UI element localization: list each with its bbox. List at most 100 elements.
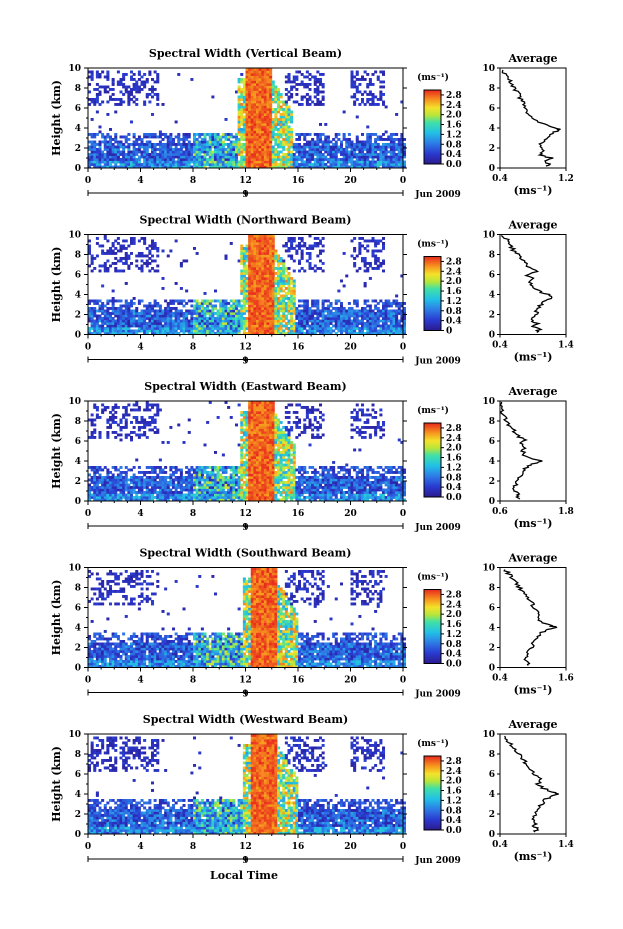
heatmap-cell [292, 329, 296, 333]
heatmap-cell [287, 135, 291, 139]
heatmap-cell [95, 110, 99, 114]
heatmap-cell [164, 155, 168, 159]
heatmap-cell [263, 80, 267, 84]
heatmap-cell [214, 160, 218, 164]
heatmap-cell [122, 153, 126, 156]
heatmap-cell [384, 148, 388, 151]
heatmap-cell [124, 421, 128, 424]
y-tick-label: 4 [75, 291, 81, 301]
heatmap-cell [256, 115, 260, 119]
heatmap-cell [143, 160, 147, 164]
heatmap-cell [145, 408, 149, 412]
heatmap-cell [119, 135, 123, 139]
heatmap-cell [88, 252, 92, 255]
heatmap-cell [250, 145, 254, 149]
heatmap-cell [368, 83, 372, 86]
heatmap-cell [303, 314, 307, 318]
heatmap-cell [319, 242, 323, 245]
heatmap-cell [277, 163, 281, 166]
heatmap-cell [198, 155, 202, 159]
heatmap-cell [353, 249, 357, 253]
heatmap-cell [132, 237, 136, 240]
heatmap-cell [258, 252, 262, 255]
heatmap-cell [269, 332, 273, 335]
heatmap-cell [305, 75, 309, 79]
heatmap-cell [266, 332, 270, 335]
heatmap-cell [261, 332, 265, 335]
heatmap-cell [358, 309, 362, 313]
heatmap-cell [111, 332, 115, 335]
heatmap-cell [269, 307, 273, 310]
heatmap-cell [358, 247, 362, 250]
heatmap-cell [287, 297, 291, 300]
heatmap-cell [279, 143, 283, 146]
heatmap-cell [300, 324, 304, 328]
heatmap-cell [292, 143, 296, 146]
heatmap-cell [248, 103, 252, 106]
heatmap-cell [258, 289, 262, 293]
heatmap-cell [379, 138, 383, 141]
heatmap-cell [240, 257, 244, 260]
heatmap-cell [182, 329, 186, 333]
heatmap-cell [166, 327, 170, 330]
heatmap-cell [245, 133, 249, 136]
heatmap-cell [190, 324, 194, 328]
colorbar-tick-label: 1.2 [446, 130, 462, 140]
heatmap-cell [308, 254, 312, 258]
heatmap-cell [282, 155, 286, 159]
heatmap-cell [274, 140, 278, 144]
heatmap-cell [93, 163, 97, 166]
heatmap-cell [193, 148, 197, 151]
heatmap-cell [177, 327, 181, 330]
heatmap-cell [151, 319, 155, 323]
heatmap-cell [277, 302, 281, 305]
heatmap-cell [266, 284, 270, 288]
heatmap-cell [263, 145, 267, 149]
heatmap-cell [261, 247, 265, 250]
heatmap-cell [132, 133, 136, 136]
heatmap-cell [95, 493, 99, 497]
heatmap-cell [93, 322, 97, 325]
heatmap-cell [195, 327, 199, 330]
heatmap-cell [321, 103, 325, 106]
heatmap-cell [158, 133, 162, 136]
heatmap-cell [111, 498, 115, 502]
heatmap-cell [124, 153, 128, 156]
heatmap-cell [324, 299, 328, 303]
heatmap-cell [93, 478, 97, 482]
heatmap-cell [132, 491, 136, 494]
heatmap-cell [258, 155, 262, 159]
heatmap-cell [148, 70, 152, 74]
heatmap-cell [161, 287, 165, 290]
heatmap-cell [103, 138, 107, 141]
heatmap-cell [88, 329, 92, 333]
heatmap-cell [256, 145, 260, 149]
heatmap-cell [271, 165, 275, 169]
heatmap-cell [122, 247, 126, 250]
heatmap-cell [216, 165, 220, 169]
heatmap-cell [245, 145, 249, 149]
heatmap-cell [332, 160, 336, 164]
heatmap-cell [382, 332, 386, 335]
heatmap-cell [371, 165, 375, 169]
heatmap-cell [145, 401, 149, 404]
heatmap-cell [130, 312, 134, 315]
heatmap-cell [143, 85, 147, 89]
heatmap-cell [284, 100, 288, 104]
heatmap-cell [300, 73, 304, 76]
heatmap-cell [164, 299, 168, 303]
heatmap-cell [279, 297, 283, 300]
heatmap-cell [363, 140, 367, 144]
heatmap-cell [232, 312, 236, 315]
heatmap-cell [140, 155, 144, 159]
heatmap-cell [190, 309, 194, 313]
heatmap-cell [350, 73, 354, 76]
heatmap-cell [321, 155, 325, 159]
heatmap-cell [334, 153, 338, 156]
heatmap-cell [140, 269, 144, 273]
heatmap-cell [119, 160, 123, 164]
heatmap-cell [256, 93, 260, 96]
heatmap-cell [271, 148, 275, 151]
heatmap-cell [245, 128, 249, 131]
heatmap-cell [266, 128, 270, 131]
